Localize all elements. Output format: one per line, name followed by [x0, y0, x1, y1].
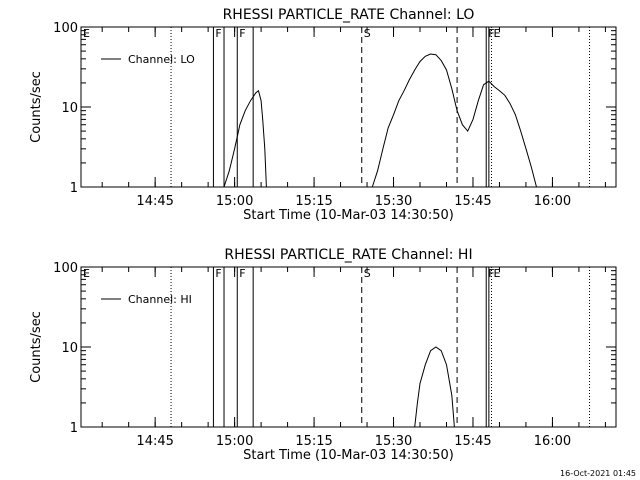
plot-frame — [80, 26, 617, 188]
y-tick-label: 10 — [61, 101, 78, 116]
footer-timestamp: 16-Oct-2021 01:45 — [560, 469, 636, 478]
x-axis-label: Start Time (10-Mar-03 14:30:50) — [243, 448, 454, 463]
chart-panel-1: RHESSI PARTICLE_RATE Channel: LO 1 10 100 14… — [29, 7, 617, 223]
x-tick-label: 14:45 — [136, 434, 173, 449]
event-label: E — [83, 267, 90, 280]
series-line — [223, 53, 537, 188]
chart-title: RHESSI PARTICLE_RATE Channel: LO — [223, 7, 475, 23]
legend-entry: Channel: LO — [128, 53, 195, 66]
y-tick-label: 10 — [61, 341, 78, 356]
y-axis-label: Counts/sec — [29, 311, 44, 383]
y-tick-label: 100 — [53, 21, 78, 36]
legend-entry: Channel: HI — [128, 293, 192, 306]
event-label: S — [364, 267, 371, 280]
y-axis-label: Counts/sec — [29, 71, 44, 143]
chart-panel-2: RHESSI PARTICLE_RATE Channel: HI 1 10 100 14… — [29, 247, 617, 463]
x-tick-label: 16:00 — [534, 434, 571, 449]
event-label: F — [239, 267, 245, 280]
event-label: F — [215, 267, 221, 280]
x-tick-label: 15:45 — [454, 194, 491, 209]
x-tick-label: 15:30 — [375, 194, 412, 209]
x-axis-label: Start Time (10-Mar-03 14:30:50) — [243, 208, 454, 223]
event-label: E — [494, 267, 501, 280]
x-tick-label: 15:15 — [295, 434, 332, 449]
x-tick-label: 15:00 — [216, 434, 253, 449]
x-tick-label: 15:30 — [375, 434, 412, 449]
x-tick-label: 15:45 — [454, 434, 491, 449]
x-tick-label: 14:45 — [136, 194, 173, 209]
event-label: E — [494, 27, 501, 40]
y-tick-label: 100 — [53, 261, 78, 276]
event-label: S — [364, 27, 371, 40]
chart-title: RHESSI PARTICLE_RATE Channel: HI — [224, 247, 472, 263]
y-tick-label: 1 — [70, 181, 78, 196]
plot-frame — [80, 266, 617, 428]
event-label: F — [239, 27, 245, 40]
y-tick-label: 1 — [70, 421, 78, 436]
x-tick-label: 15:00 — [216, 194, 253, 209]
series-line — [414, 346, 455, 428]
x-tick-label: 16:00 — [534, 194, 571, 209]
event-label: E — [83, 27, 90, 40]
event-label: F — [215, 27, 221, 40]
x-tick-label: 15:15 — [295, 194, 332, 209]
